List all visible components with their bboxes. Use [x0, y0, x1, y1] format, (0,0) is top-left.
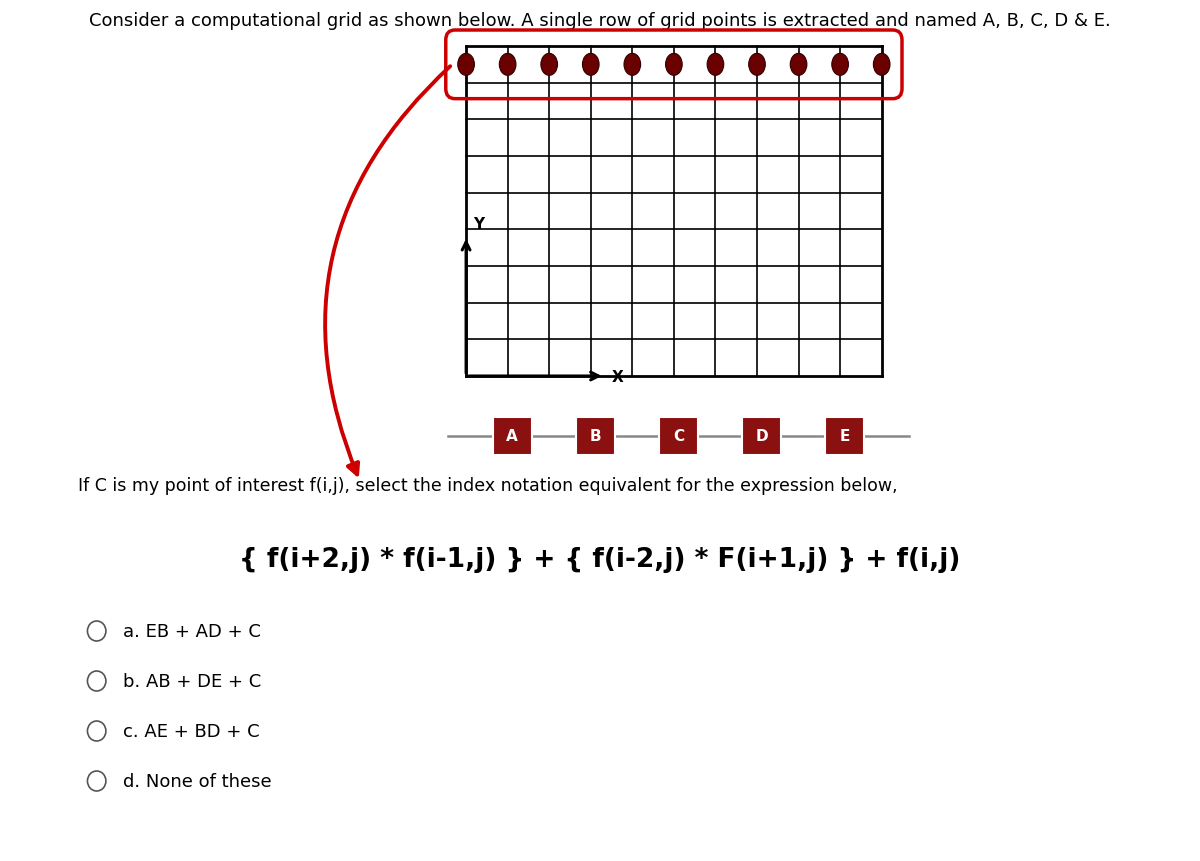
Bar — [659, 418, 698, 455]
Bar — [743, 418, 781, 455]
Text: If C is my point of interest f(i,j), select the index notation equivalent for th: If C is my point of interest f(i,j), sel… — [78, 476, 898, 494]
Bar — [493, 418, 532, 455]
Text: a. EB + AD + C: a. EB + AD + C — [122, 623, 260, 641]
Ellipse shape — [749, 54, 766, 77]
Circle shape — [88, 722, 106, 741]
Ellipse shape — [457, 54, 474, 77]
Circle shape — [88, 771, 106, 791]
Text: E: E — [840, 429, 850, 444]
Bar — [576, 418, 614, 455]
Bar — [826, 418, 864, 455]
Circle shape — [88, 672, 106, 691]
Text: c. AE + BD + C: c. AE + BD + C — [122, 722, 259, 740]
Ellipse shape — [832, 54, 848, 77]
Ellipse shape — [624, 54, 641, 77]
Ellipse shape — [707, 54, 724, 77]
Ellipse shape — [666, 54, 682, 77]
Text: Consider a computational grid as shown below. A single row of grid points is ext: Consider a computational grid as shown b… — [89, 12, 1111, 30]
Ellipse shape — [874, 54, 890, 77]
Text: d. None of these: d. None of these — [122, 772, 271, 790]
Text: { f(i+2,j) * f(i-1,j) } + { f(i-2,j) * F(i+1,j) } + f(i,j): { f(i+2,j) * f(i-1,j) } + { f(i-2,j) * F… — [239, 547, 961, 573]
Text: A: A — [506, 429, 518, 444]
FancyArrowPatch shape — [325, 67, 450, 475]
Text: b. AB + DE + C: b. AB + DE + C — [122, 672, 260, 691]
Text: X: X — [612, 369, 624, 384]
Ellipse shape — [499, 54, 516, 77]
Circle shape — [88, 622, 106, 641]
Bar — [466, 47, 882, 376]
Ellipse shape — [582, 54, 599, 77]
Ellipse shape — [541, 54, 558, 77]
Text: C: C — [673, 429, 684, 444]
Ellipse shape — [791, 54, 806, 77]
Text: B: B — [589, 429, 601, 444]
Text: D: D — [755, 429, 768, 444]
Text: Y: Y — [474, 217, 485, 232]
